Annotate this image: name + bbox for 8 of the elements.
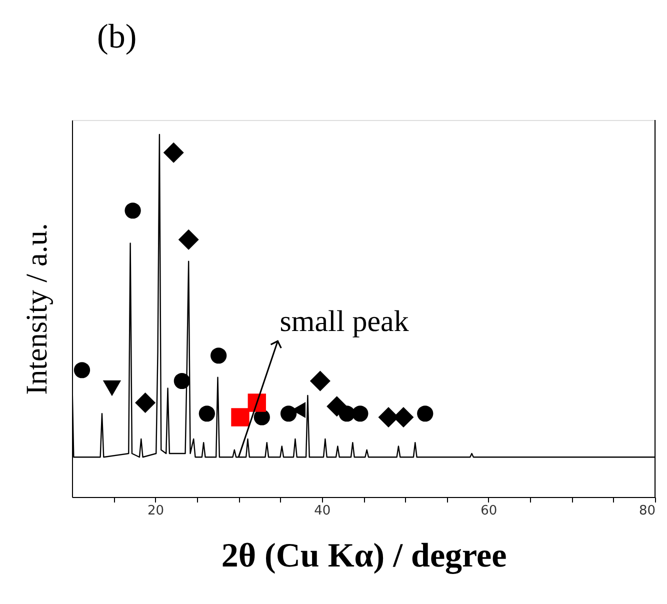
x-tick-label: 40 (314, 504, 331, 518)
x-axis-title: 2θ (Cu Kα) / degree (221, 538, 507, 574)
x-tick-label: 20 (148, 504, 164, 518)
annotation: small peak (280, 305, 409, 338)
x-tick-label: 80 (638, 504, 656, 518)
x-tick-label: 60 (480, 504, 498, 518)
y-axis-title: Intensity / a.u. (20, 223, 54, 395)
chart-title: (b) (97, 18, 137, 56)
